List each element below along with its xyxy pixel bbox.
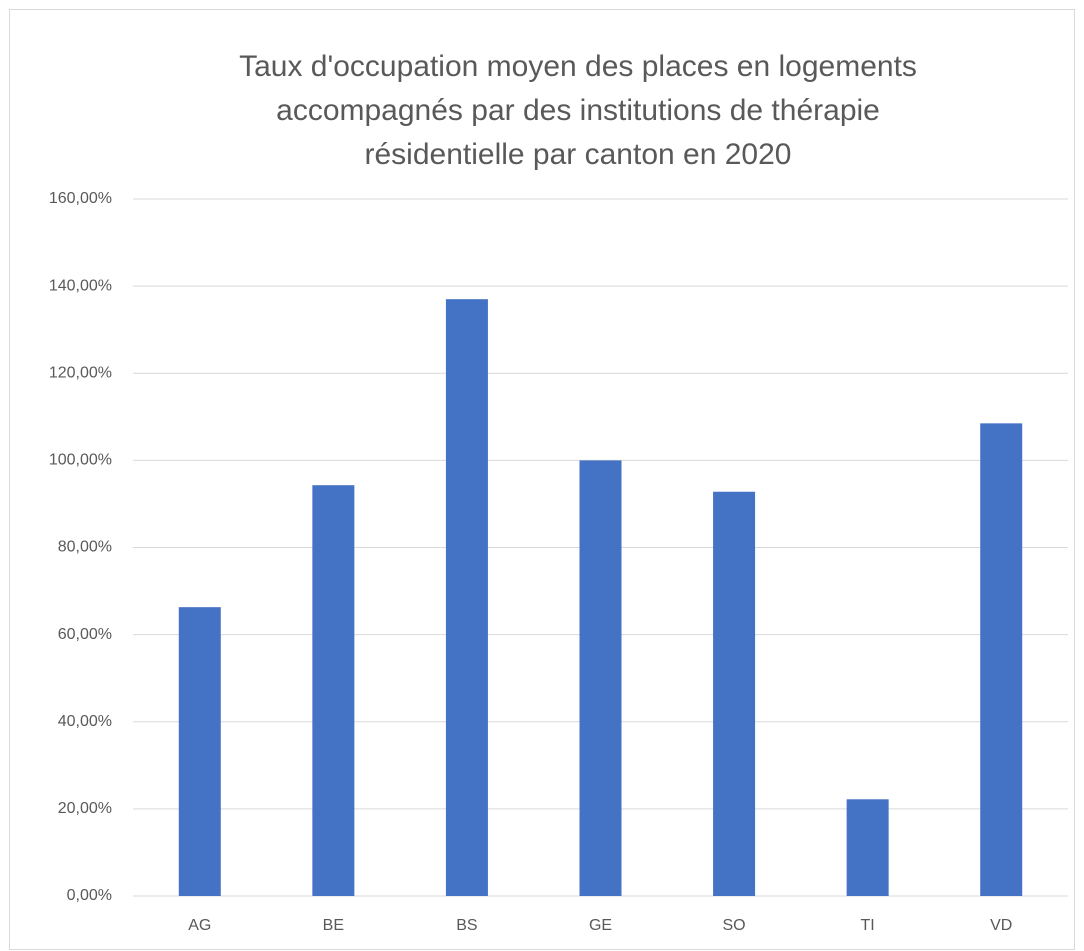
bar — [312, 485, 355, 896]
y-tick-label: 0,00% — [67, 887, 112, 904]
x-tick-label: VD — [990, 917, 1012, 934]
x-tick-label: TI — [861, 917, 875, 934]
bar — [178, 607, 221, 896]
bar — [980, 423, 1023, 896]
y-tick-label: 140,00% — [49, 277, 112, 294]
y-tick-label: 100,00% — [49, 452, 112, 469]
x-tick-label: BE — [323, 917, 344, 934]
bar — [445, 299, 488, 897]
y-tick-label: 120,00% — [49, 364, 112, 381]
bar — [846, 799, 889, 896]
y-tick-label: 60,00% — [58, 626, 112, 643]
y-tick-label: 20,00% — [58, 800, 112, 817]
bar — [579, 460, 622, 896]
x-tick-label: SO — [723, 917, 746, 934]
y-tick-label: 40,00% — [58, 713, 112, 730]
x-tick-label: BS — [456, 917, 477, 934]
y-tick-label: 160,00% — [49, 190, 112, 207]
bar — [713, 491, 756, 896]
x-tick-label: AG — [188, 917, 211, 934]
chart-title: résidentielle par canton en 2020 — [365, 138, 792, 171]
x-tick-label: GE — [589, 917, 612, 934]
y-tick-label: 80,00% — [58, 539, 112, 556]
chart-title: accompagnés par des institutions de thér… — [276, 94, 880, 127]
chart-title: Taux d'occupation moyen des places en lo… — [239, 50, 917, 83]
